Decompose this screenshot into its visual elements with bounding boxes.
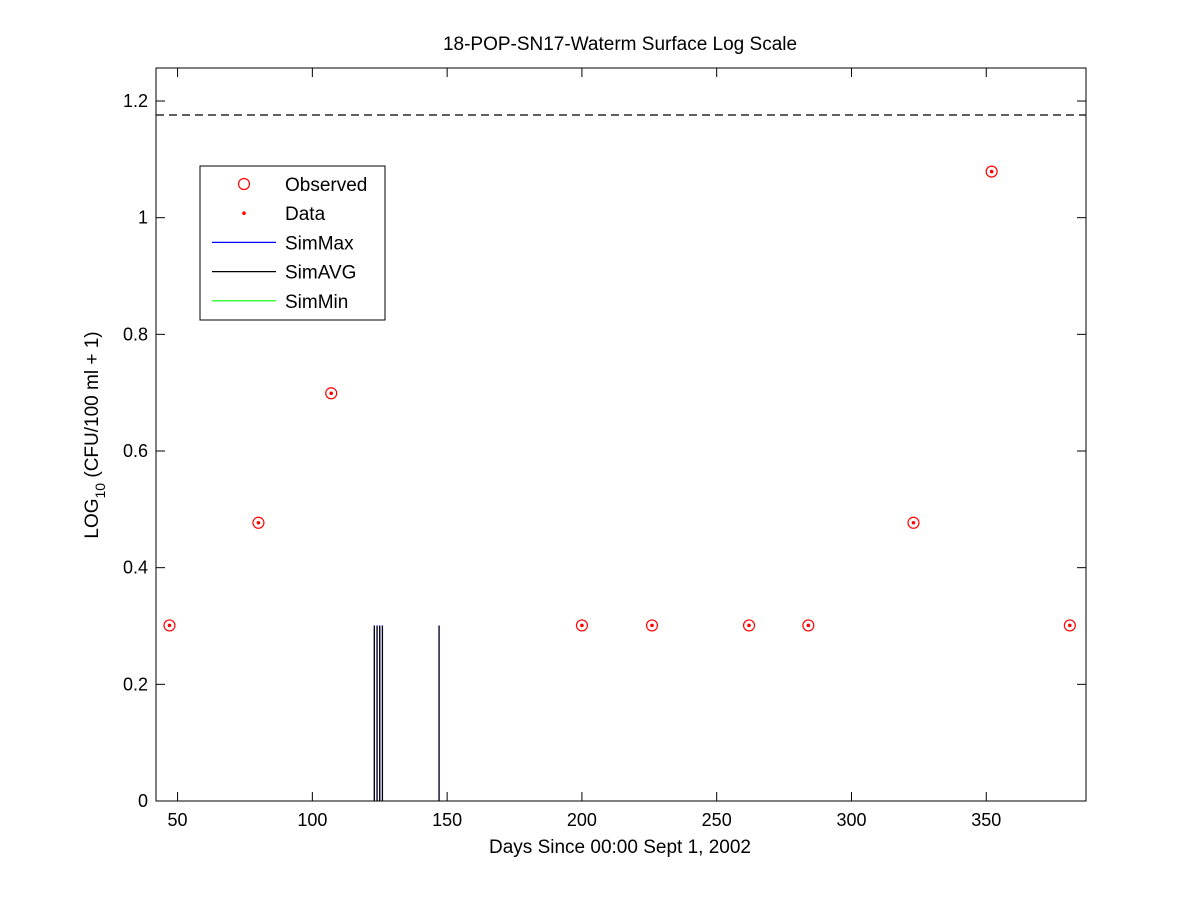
legend: Observed Data SimMax SimAVG SimMin xyxy=(199,165,386,321)
legend-label-simmin: SimMin xyxy=(285,292,348,313)
x-tick-label: 300 xyxy=(836,810,866,830)
observed-marker xyxy=(802,619,815,632)
data-point xyxy=(747,623,751,628)
observed-marker xyxy=(575,619,589,632)
data-point xyxy=(580,623,584,628)
x-tick-label: 350 xyxy=(971,810,1001,830)
axes-frame xyxy=(155,67,1087,802)
y-axis-label: LOG10 (CFU/100 ml + 1) xyxy=(82,331,108,538)
data-point xyxy=(911,520,916,525)
observed-marker xyxy=(985,165,998,178)
legend-label-observed: Observed xyxy=(285,175,367,196)
y-tick-label: 0.2 xyxy=(123,674,148,694)
observed-marker xyxy=(252,516,265,529)
x-tick-label: 150 xyxy=(432,810,462,830)
data-point xyxy=(806,623,811,628)
y-tick-label: 0 xyxy=(138,791,148,811)
data-point xyxy=(1068,623,1072,628)
observed-marker xyxy=(742,619,756,632)
observed-marker xyxy=(325,387,338,400)
observed-marker xyxy=(907,516,920,529)
legend-box xyxy=(199,165,386,321)
x-tick-label: 250 xyxy=(702,810,732,830)
axes: 50 100 150 200 250 300 350 0 0.2 0.4 0.6 0.8 1 1.2 xyxy=(123,67,1087,830)
legend-label-simavg: SimAVG xyxy=(285,263,356,284)
observed-marker xyxy=(1063,619,1076,632)
legend-swatch-observed xyxy=(237,177,251,191)
data-point xyxy=(167,623,172,628)
legend-label-data: Data xyxy=(285,204,326,225)
data-point xyxy=(256,520,261,525)
observed-marker xyxy=(163,619,176,632)
data-point xyxy=(989,169,994,174)
svg-text:LOG10 (CFU/100 ml + 1): LOG10 (CFU/100 ml + 1) xyxy=(82,331,108,538)
y-tick-label: 1 xyxy=(138,208,148,228)
y-tick-label: 0.6 xyxy=(123,441,148,461)
x-axis-label: Days Since 00:00 Sept 1, 2002 xyxy=(489,837,751,858)
y-tick-label: 0.8 xyxy=(123,324,148,344)
x-tick-label: 200 xyxy=(567,810,597,830)
observed-marker xyxy=(645,619,659,632)
y-tick-label: 0.4 xyxy=(123,558,148,578)
chart-title: 18-POP-SN17-Waterm Surface Log Scale xyxy=(443,34,797,55)
legend-swatch-data xyxy=(242,211,246,215)
plot-area xyxy=(156,114,1086,801)
legend-label-simmax: SimMax xyxy=(285,233,354,254)
x-tick-label: 100 xyxy=(297,810,327,830)
data-point xyxy=(650,623,654,628)
data-point xyxy=(329,391,334,396)
y-tick-label: 1.2 xyxy=(123,91,148,111)
x-tick-label: 50 xyxy=(168,810,188,830)
